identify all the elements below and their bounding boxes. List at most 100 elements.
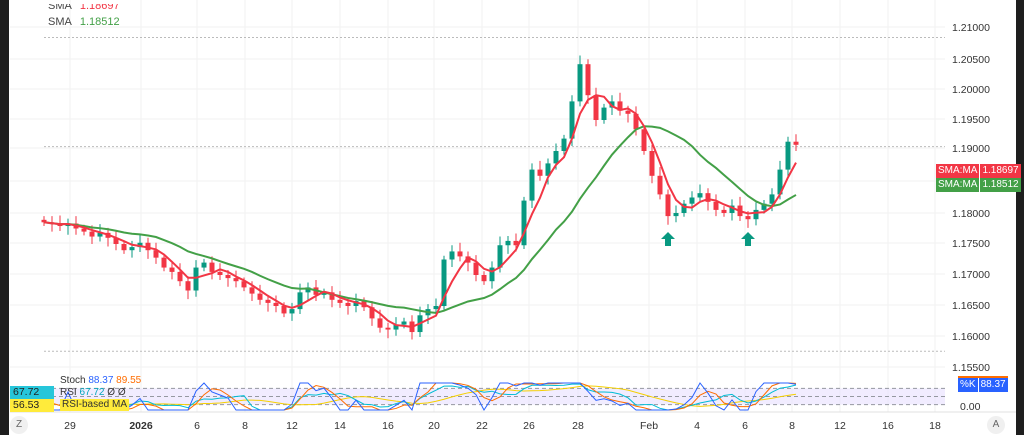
candle-body [193, 267, 199, 291]
candle-body [777, 169, 783, 195]
candle-body [609, 101, 615, 108]
candle-body [289, 309, 295, 314]
tag-value: 1.18697 [980, 164, 1021, 178]
candle-body [649, 151, 655, 176]
candle-body [577, 64, 583, 102]
stoch-k-tag: %K 88.37 [958, 376, 1008, 392]
candle-body [209, 262, 215, 272]
candle-body [225, 275, 231, 279]
candle-body [473, 262, 479, 275]
candle-body [377, 318, 383, 328]
candle-body [545, 163, 551, 176]
time-axis-label: 6 [742, 420, 748, 432]
candle-body [401, 321, 407, 325]
candle-body [681, 203, 687, 213]
time-axis-label: 20 [428, 420, 440, 432]
candle-body [625, 110, 631, 114]
candle-body [81, 228, 87, 232]
price-axis-label: 1.16000 [952, 331, 990, 343]
legend-sma-slow: SMA 1.18512 [48, 16, 120, 28]
price-axis-label: 1.17500 [952, 238, 990, 250]
candle-body [217, 271, 223, 275]
candle-body [665, 194, 671, 217]
sma-slow-line [43, 125, 797, 314]
candle-body [673, 213, 679, 217]
candle-body [465, 256, 471, 263]
price-axis-label: 1.21000 [952, 22, 990, 34]
rsi-value-tag: 67.72 [10, 386, 54, 399]
candle-body [265, 299, 271, 303]
candle-body [569, 101, 575, 139]
candle-body [633, 113, 639, 130]
osc-zero-label: 0.00 [960, 401, 981, 413]
timezone-button[interactable]: Z [10, 416, 28, 434]
tag-value: 88.37 [978, 378, 1008, 392]
rsi-ma-legend: RSI-based MA [60, 399, 130, 411]
legend-value: 1.18697 [79, 0, 120, 12]
tag-label: SMA:MA [936, 178, 980, 192]
candle-body [369, 307, 375, 319]
candle-body [137, 242, 143, 248]
time-axis-label: 14 [334, 420, 346, 432]
candle-body [185, 281, 191, 291]
candle-body [153, 250, 159, 258]
stoch-label: Stoch [60, 375, 86, 386]
auto-scale-button[interactable]: A [987, 416, 1005, 434]
price-axis-label: 1.20500 [952, 54, 990, 66]
price-axis-label: 1.16500 [952, 300, 990, 312]
candle-body [497, 245, 503, 268]
candle-body [121, 244, 127, 251]
time-axis-label: 2026 [129, 420, 153, 432]
candle-body [585, 64, 591, 96]
candle-body [345, 302, 351, 306]
candle-body [337, 299, 343, 303]
left-edge [0, 0, 9, 435]
time-axis-label: 18 [929, 420, 941, 432]
candle-body [761, 203, 767, 210]
rsi-ma-line [43, 385, 797, 407]
time-axis-label: 26 [523, 420, 535, 432]
candle-body [457, 251, 463, 257]
price-axis-label: 1.19500 [952, 114, 990, 126]
candle-body [249, 287, 255, 294]
candle-body [329, 292, 335, 300]
candle-body [113, 237, 119, 244]
candle-body [617, 101, 623, 111]
time-axis-label: 16 [382, 420, 394, 432]
time-axis-label: 4 [694, 420, 700, 432]
candle-body [433, 306, 439, 310]
time-axis-label: 8 [242, 420, 248, 432]
candle-body [641, 129, 647, 151]
candle-body [537, 169, 543, 176]
price-axis-label: 1.18000 [952, 208, 990, 220]
candle-body [529, 169, 535, 201]
time-axis-label: 12 [286, 420, 298, 432]
candle-body [745, 216, 751, 220]
candle-body [41, 219, 47, 223]
price-axis-label: 1.20000 [952, 84, 990, 96]
candle-body [601, 107, 607, 120]
candle-body [393, 324, 399, 330]
candle-body [441, 259, 447, 306]
candle-body [129, 247, 135, 251]
stoch-k-line [43, 382, 797, 412]
candle-body [561, 138, 567, 151]
candle-body [353, 301, 359, 306]
arrow-up-icon [661, 232, 675, 246]
candle-body [721, 209, 727, 213]
candle-body [793, 141, 799, 145]
candle-body [233, 278, 239, 282]
candle-body [593, 95, 599, 120]
time-axis-label: 16 [882, 420, 894, 432]
rsi-legend: RSI 67.72 Ø Ø [60, 387, 126, 399]
candle-body [449, 251, 455, 260]
price-axis-label: 1.17000 [952, 269, 990, 281]
candle-body [145, 242, 151, 251]
rsi-extra: Ø Ø [107, 387, 126, 398]
candle-body [89, 231, 95, 237]
candle-body [705, 193, 711, 202]
candle-body [305, 287, 311, 293]
tag-value: 1.18512 [980, 178, 1021, 192]
rsi-ma-value-tag: 56.53 [10, 399, 54, 412]
